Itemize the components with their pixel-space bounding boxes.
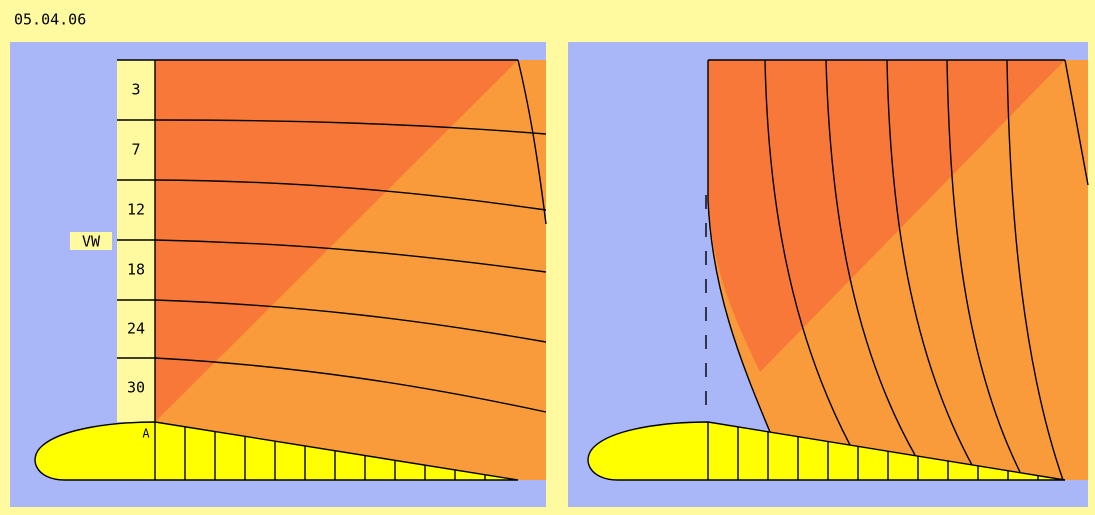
streamline xyxy=(707,60,771,433)
streamline xyxy=(117,179,547,211)
left-panel: 3 7 12 18 24 30 VW A xyxy=(10,42,547,507)
scale-label: 18 xyxy=(127,261,145,279)
scale-label: 3 xyxy=(131,81,140,99)
airfoil-ribs xyxy=(707,422,1039,480)
streamline xyxy=(117,239,547,273)
axis-label-box xyxy=(70,232,112,250)
airfoil-ribs xyxy=(154,422,486,480)
scale-label: 24 xyxy=(127,320,145,338)
streamline xyxy=(1064,59,1089,186)
streamline xyxy=(1006,59,1064,481)
scale-label: 30 xyxy=(127,379,145,397)
scale-label: 12 xyxy=(127,201,145,219)
streamline xyxy=(117,299,547,343)
date: 05.04.06 xyxy=(14,11,86,29)
flow-dark xyxy=(708,60,1065,372)
airfoil-label: A xyxy=(142,427,150,441)
scale-label: 7 xyxy=(131,141,140,159)
axis-label: VW xyxy=(82,233,101,251)
airfoil xyxy=(34,421,519,481)
streamlines xyxy=(117,59,547,413)
streamline xyxy=(886,59,973,466)
streamline xyxy=(517,59,547,225)
streamline xyxy=(946,59,1021,473)
flow-dark xyxy=(155,60,518,422)
streamline xyxy=(825,59,916,456)
streamline xyxy=(764,59,851,446)
right-panel xyxy=(568,42,1089,507)
scale-column xyxy=(117,60,155,422)
streamline xyxy=(117,357,547,413)
streamline xyxy=(117,119,547,135)
